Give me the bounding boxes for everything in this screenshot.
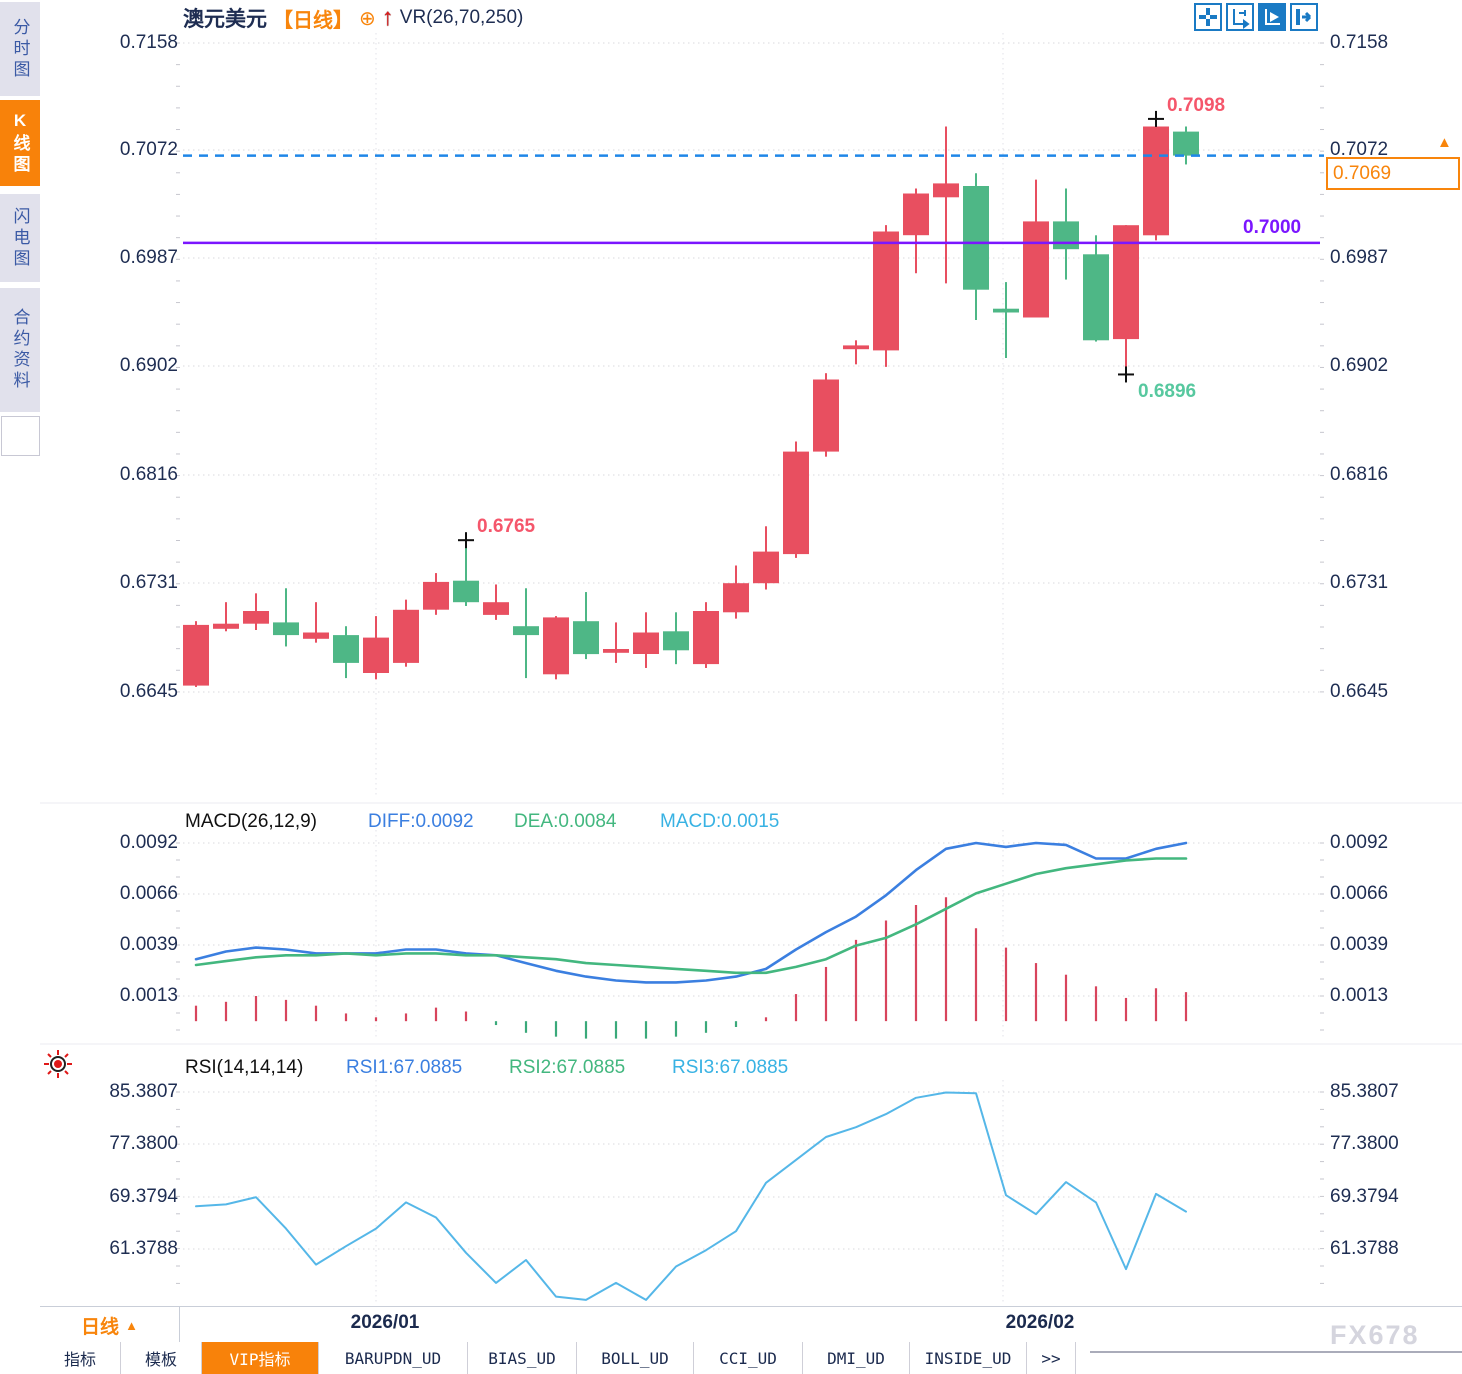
rsi-axis-label: 85.3807 [109, 1081, 178, 1102]
price-up-marker-icon: ▲ [1437, 134, 1452, 151]
symbol-title: 澳元美元 [183, 8, 267, 31]
macd-value: MACD:0.0015 [660, 811, 780, 832]
tab-barupdn-ud[interactable]: BARUPDN_UD [319, 1342, 468, 1374]
y-axis-label: 0.6816 [119, 464, 178, 485]
y-axis-label: 0.7158 [1330, 32, 1389, 53]
side-toolbar: 分时图 K线图 闪电图 合约资料 [0, 0, 40, 1374]
add-indicator-icon[interactable]: ⊕ [359, 7, 376, 30]
rsi-axis-label: 77.3800 [1330, 1133, 1399, 1154]
alert-sun-icon[interactable] [42, 1048, 74, 1085]
macd-axis-label: 0.0039 [119, 934, 178, 955]
y-axis-label: 0.7158 [119, 32, 178, 53]
sidebar-item-contract-info[interactable]: 合约资料 [0, 288, 40, 412]
period-selector-arrow-icon: ▲ [125, 1317, 138, 1333]
rsi-axis-label: 61.3788 [109, 1238, 178, 1259]
macd-title: MACD(26,12,9) [185, 811, 317, 832]
last-price-value: 0.7069 [1333, 162, 1392, 184]
axis-range-icon[interactable] [1226, 3, 1254, 31]
tab-dmi-ud[interactable]: DMI_UD [803, 1342, 910, 1374]
macd-axis-label: 0.0013 [1330, 985, 1389, 1006]
rsi3-value: RSI3:67.0885 [672, 1057, 789, 1078]
period-selector[interactable]: 日线 ▲ [40, 1307, 180, 1343]
y-axis-label: 0.6902 [1330, 355, 1389, 376]
chart-toolbar [1194, 3, 1318, 31]
tab-boll-ud[interactable]: BOLL_UD [577, 1342, 694, 1374]
tab-inside-ud[interactable]: INSIDE_UD [910, 1342, 1027, 1374]
low-price-annotation: 0.6896 [1138, 381, 1197, 402]
y-axis-label: 0.6645 [1330, 681, 1389, 702]
date-label: 2026/02 [1005, 1312, 1075, 1333]
macd-axis-label: 0.0066 [119, 883, 178, 904]
rsi2-value: RSI2:67.0885 [509, 1057, 626, 1078]
watermark: FX678 [1330, 1320, 1420, 1350]
tab-vip-indicators[interactable]: VIP指标 [202, 1342, 319, 1374]
macd-axis-label: 0.0066 [1330, 883, 1389, 904]
last-price-box: 0.7069 [1326, 157, 1460, 190]
sidebar-item-timechart[interactable]: 分时图 [0, 2, 40, 96]
tab-bias-ud[interactable]: BIAS_UD [468, 1342, 577, 1374]
macd-diff-value: DIFF:0.0092 [368, 811, 474, 832]
y-axis-label: 0.7072 [119, 139, 178, 160]
tab-indicators[interactable]: 指标 [40, 1342, 121, 1374]
rsi-axis-label: 61.3788 [1330, 1238, 1399, 1259]
y-axis-label: 0.6987 [119, 247, 178, 268]
sidebar-item-kline[interactable]: K线图 [0, 100, 40, 186]
high-price-annotation: 0.7098 [1167, 95, 1226, 116]
rsi-axis-label: 77.3800 [109, 1133, 178, 1154]
period-selector-label: 日线 [81, 1316, 120, 1338]
collapse-right-icon[interactable] [1290, 3, 1318, 31]
macd-dea-value: DEA:0.0084 [514, 811, 617, 832]
y-axis-label: 0.6731 [119, 572, 178, 593]
date-label: 2026/01 [350, 1312, 420, 1333]
y-axis-label: 0.6645 [119, 681, 178, 702]
up-arrow-icon: ↑ [381, 4, 394, 31]
sidebar-empty-box [1, 416, 40, 456]
tab-bar-spacer [1076, 1342, 1462, 1374]
rsi-axis-label: 85.3807 [1330, 1081, 1399, 1102]
period-title: 【日线】 [273, 9, 353, 32]
macd-axis-label: 0.0092 [119, 832, 178, 853]
y-axis-label: 0.6816 [1330, 464, 1389, 485]
rsi1-value: RSI1:67.0885 [346, 1057, 463, 1078]
time-axis: 日线 ▲ 2026/01 2026/02 [40, 1306, 1462, 1343]
support-line-label: 0.7000 [1243, 217, 1302, 238]
y-axis-label: 0.6987 [1330, 247, 1389, 268]
tab-templates[interactable]: 模板 [121, 1342, 202, 1374]
rsi-axis-label: 69.3794 [109, 1186, 178, 1207]
chart-header: 澳元美元 【日线】 ⊕ ↑ VR(26,70,250) [183, 4, 523, 32]
y-axis-label: 0.6731 [1330, 572, 1389, 593]
move-icon[interactable] [1194, 3, 1222, 31]
swing-high-annotation: 0.6765 [477, 516, 536, 537]
y-axis-label: 0.7072 [1330, 139, 1389, 160]
macd-axis-label: 0.0039 [1330, 934, 1389, 955]
macd-axis-label: 0.0013 [119, 985, 178, 1006]
overlay-indicator-label: VR(26,70,250) [399, 7, 524, 28]
tab-cci-ud[interactable]: CCI_UD [694, 1342, 803, 1374]
macd-axis-label: 0.0092 [1330, 832, 1389, 853]
rsi-axis-label: 69.3794 [1330, 1186, 1399, 1207]
tab-more[interactable]: >> [1027, 1342, 1076, 1374]
indicator-tab-bar: 指标 模板 VIP指标 BARUPDN_UD BIAS_UD BOLL_UD C… [40, 1342, 1462, 1374]
axis-play-icon[interactable] [1258, 3, 1286, 31]
y-axis-label: 0.6902 [119, 355, 178, 376]
sidebar-item-lightning[interactable]: 闪电图 [0, 194, 40, 282]
rsi-title: RSI(14,14,14) [185, 1057, 304, 1078]
